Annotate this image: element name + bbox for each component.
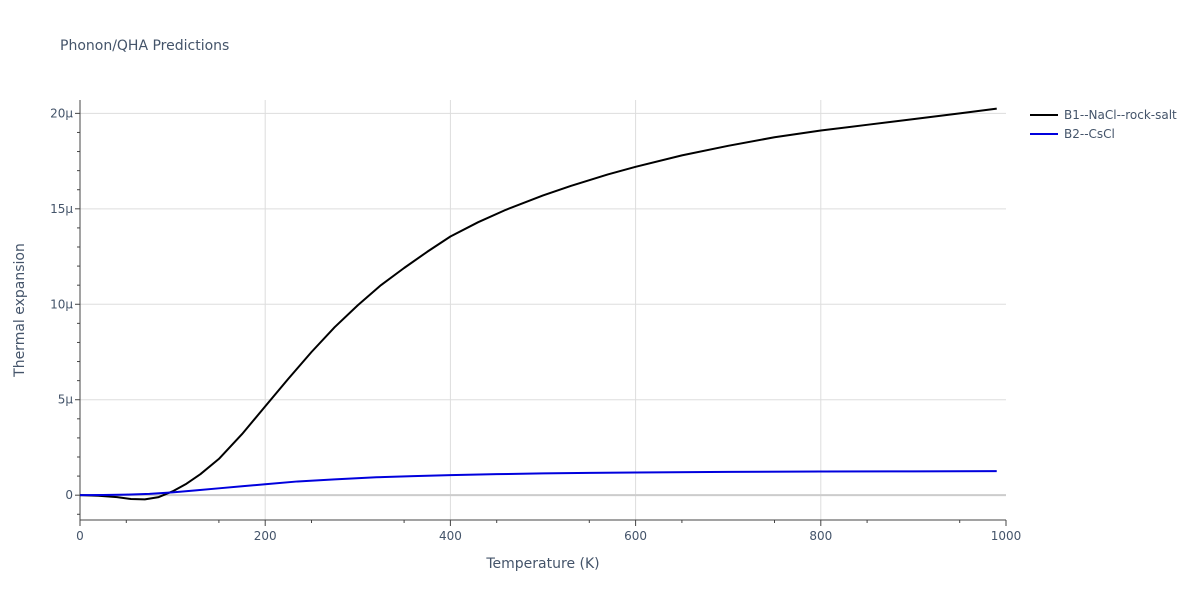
x-tick-label: 800 — [809, 529, 832, 543]
legend-item-1[interactable]: B1--NaCl--rock-salt — [1030, 108, 1177, 122]
series-lines — [79, 107, 997, 501]
series-line-2 — [79, 470, 997, 497]
series-line-1 — [79, 107, 997, 501]
legend-label: B1--NaCl--rock-salt — [1064, 108, 1177, 122]
y-tick-label: 20μ — [50, 106, 73, 120]
legend[interactable]: B1--NaCl--rock-salt B2--CsCl — [1030, 108, 1177, 141]
y-tick-label: 10μ — [50, 297, 73, 311]
x-tick-label: 0 — [76, 529, 84, 543]
x-tick-label: 600 — [624, 529, 647, 543]
x-tick-label: 200 — [254, 529, 277, 543]
legend-label: B2--CsCl — [1064, 127, 1115, 141]
legend-item-2[interactable]: B2--CsCl — [1030, 127, 1115, 141]
x-tick-label: 400 — [439, 529, 462, 543]
x-axis-title: Temperature (K) — [485, 556, 599, 572]
y-tick-label: 0 — [65, 488, 73, 502]
y-axis-title: Thermal expansion — [12, 243, 28, 378]
x-tick-label: 1000 — [991, 529, 1022, 543]
chart-title: Phonon/QHA Predictions — [60, 38, 229, 54]
y-tick-label: 5μ — [58, 393, 74, 407]
axes: 0 200 400 600 800 1000 0 5μ 10μ 15μ 20μ — [50, 100, 1021, 543]
grid-lines — [80, 100, 1006, 520]
y-tick-label: 15μ — [50, 202, 73, 216]
